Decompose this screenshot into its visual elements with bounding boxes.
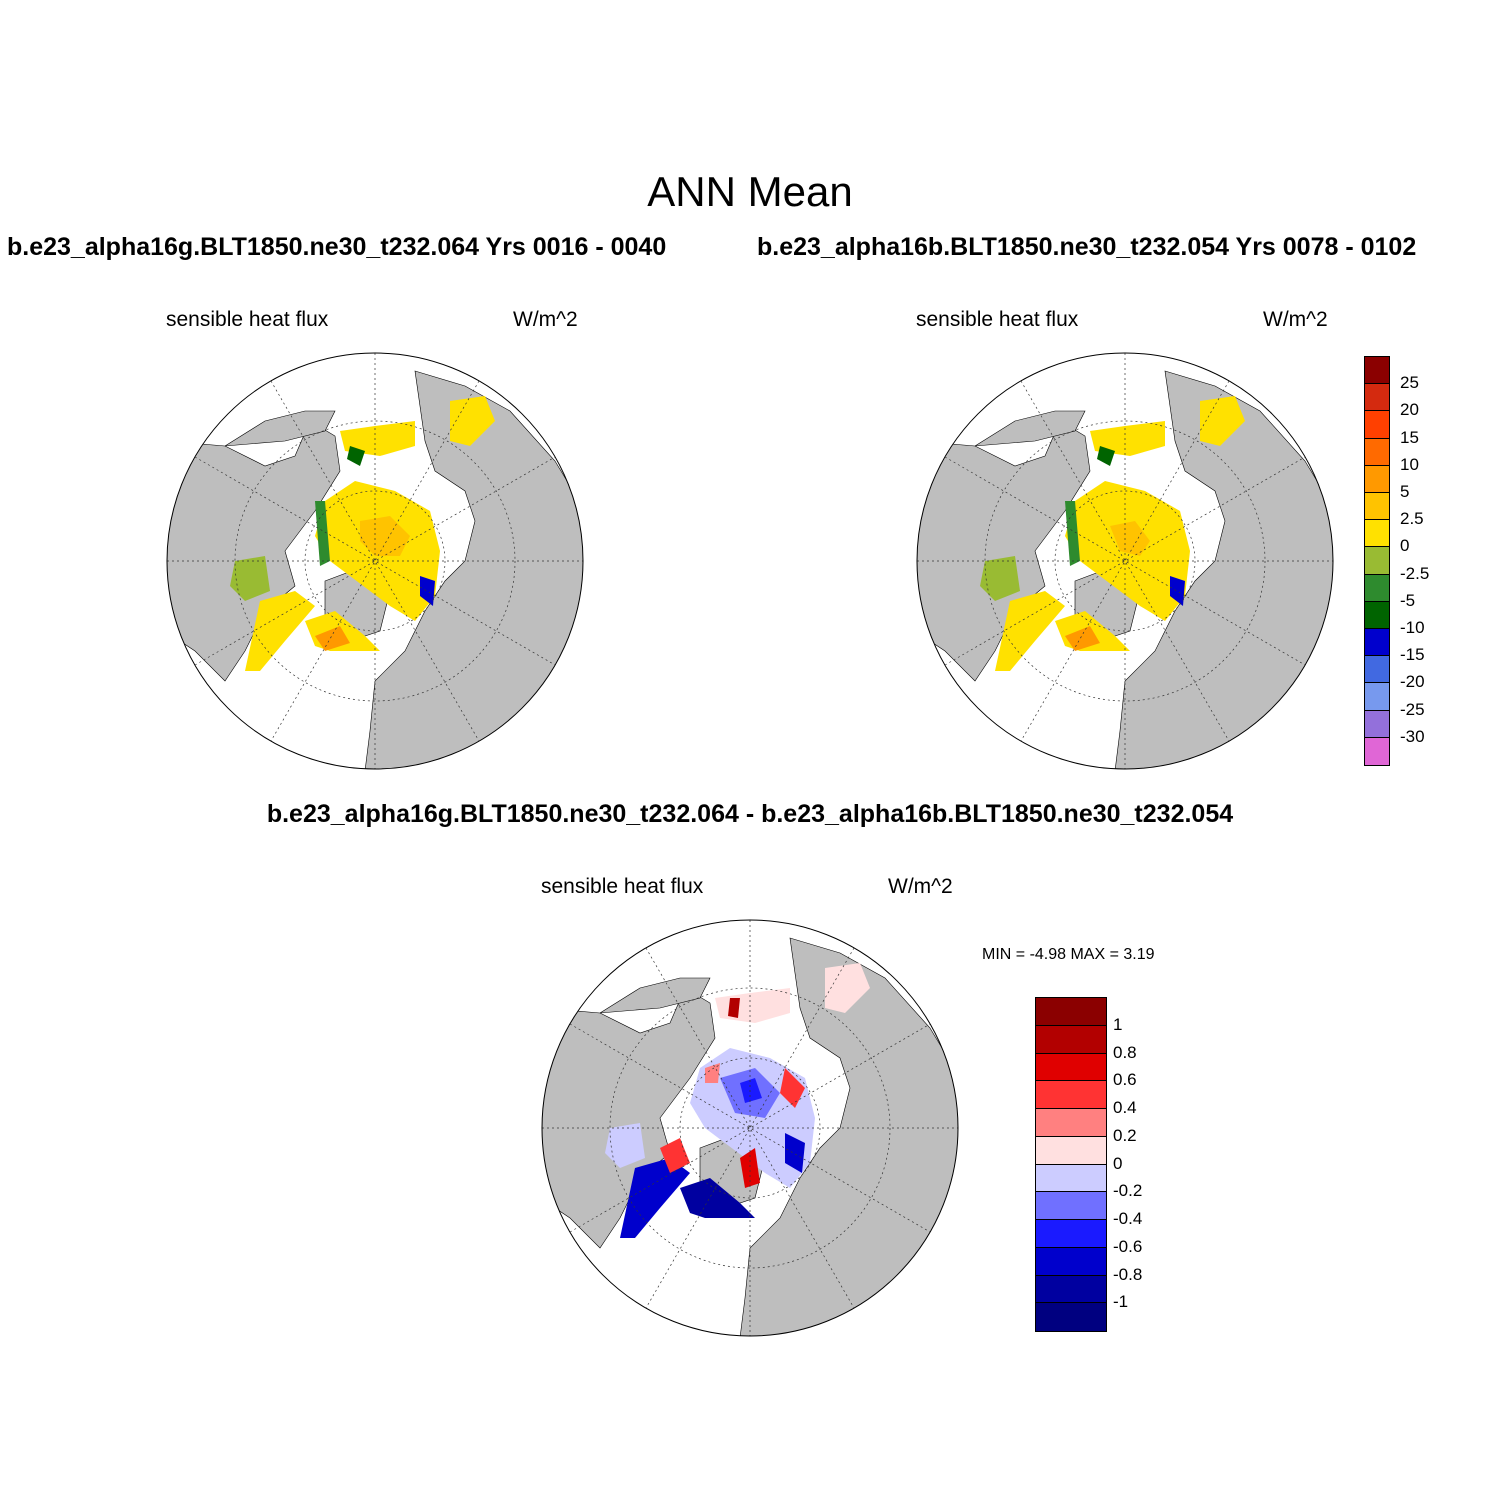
colorbar-swatch: [1035, 1274, 1107, 1305]
colorbar-tick-label: 0: [1113, 1153, 1123, 1173]
main-title: ANN Mean: [647, 168, 853, 215]
colorbar-swatch: [1364, 736, 1390, 766]
colorbar-swatch: [1364, 546, 1390, 576]
colorbar-tick-label: 25: [1400, 373, 1419, 393]
colorbar-swatch: [1364, 437, 1390, 467]
panel3-variable-label: sensible heat flux: [541, 875, 704, 898]
colorbar-swatch: [1364, 356, 1390, 386]
colorbar-tick-label: -0.6: [1113, 1236, 1143, 1256]
colorbar-tick-label: 2.5: [1400, 509, 1424, 529]
colorbar-swatch: [1364, 655, 1390, 685]
colorbar-swatch: [1035, 1024, 1107, 1055]
field-bering: [340, 421, 415, 456]
panel1-units-label: W/m^2: [513, 308, 578, 331]
colorbar-swatch: [1364, 709, 1390, 739]
panel2-variable-label: sensible heat flux: [916, 308, 1079, 331]
colorbar-tick-label: 0: [1400, 536, 1410, 556]
colorbar-swatch: [1035, 1246, 1107, 1277]
colorbar-tick-label: 0.6: [1113, 1070, 1137, 1090]
colorbar-tick-label: 15: [1400, 427, 1419, 447]
colorbar-tick-label: -0.2: [1113, 1181, 1143, 1201]
colorbar-swatch: [1035, 1302, 1107, 1332]
colorbar-tick-label: 0.4: [1113, 1098, 1137, 1117]
polar-map-difference: [541, 919, 959, 1337]
polar-map-case2: [916, 352, 1334, 770]
colorbar-swatch: [1364, 573, 1390, 603]
colorbar-swatch: [1035, 1219, 1107, 1249]
panel3-units-label: W/m^2: [888, 875, 953, 898]
field-nordic-warm: [315, 626, 350, 651]
colorbar-swatch: [1035, 997, 1107, 1027]
colorbar-tick-label: -2.5: [1400, 563, 1430, 583]
colorbar-tick-label: 20: [1400, 400, 1419, 420]
colorbar-swatch: [1035, 1108, 1107, 1138]
colorbar-tick-label: 0.2: [1113, 1125, 1137, 1145]
colorbar-tick-label: 1: [1113, 1014, 1123, 1034]
panel1-variable-label: sensible heat flux: [166, 308, 329, 331]
colorbar-tick-label: 10: [1400, 454, 1419, 474]
colorbar-swatch: [1364, 410, 1390, 440]
field-edge-darkgreen: [347, 446, 365, 466]
panel2-units-label: W/m^2: [1263, 308, 1328, 331]
field-ice-edge-green: [315, 501, 330, 566]
colorbar-swatch: [1035, 1052, 1107, 1083]
colorbar-tick-label: 5: [1400, 482, 1410, 501]
colorbar-tick-label: -0.8: [1113, 1264, 1143, 1284]
colorbar-swatch: [1035, 1191, 1107, 1221]
colorbar-tick-label: -1: [1113, 1292, 1129, 1312]
field-okhotsk: [450, 396, 495, 446]
colorbar-swatch: [1035, 1163, 1107, 1194]
colorbar-tick-label: -5: [1400, 590, 1416, 610]
colorbar-tick-label: -0.4: [1113, 1209, 1143, 1228]
land-alaska: [224, 410, 336, 447]
colorbar-swatch: [1364, 628, 1390, 658]
colorbar-tick-label: -25: [1400, 699, 1425, 719]
case1-title: b.e23_alpha16g.BLT1850.ne30_t232.064 Yrs…: [7, 233, 667, 261]
colorbar-swatch: [1364, 600, 1390, 630]
diff-title: b.e23_alpha16g.BLT1850.ne30_t232.064 - b…: [266, 800, 1234, 828]
colorbar-swatch: [1035, 1080, 1107, 1110]
colorbar-swatch: [1364, 519, 1390, 549]
colorbar-swatch: [1035, 1135, 1107, 1166]
polar-map-case1: [166, 352, 584, 770]
field-labrador: [245, 591, 315, 671]
colorbar-swatch: [1364, 383, 1390, 413]
colorbar-tick-label: -15: [1400, 645, 1425, 665]
land-greenland-canada: [167, 420, 341, 682]
colorbar-swatch: [1364, 492, 1390, 522]
case2-title: b.e23_alpha16b.BLT1850.ne30_t232.054 Yrs…: [757, 233, 1417, 261]
land-eurasia: [364, 370, 583, 769]
colorbar-tick-label: -10: [1400, 618, 1425, 637]
colorbar-swatch: [1364, 464, 1390, 494]
field-hudson: [230, 556, 270, 601]
field-central-high: [360, 516, 410, 556]
diff-min-max: MIN = -4.98 MAX = 3.19: [982, 946, 1155, 963]
colorbar-tick-label: -20: [1400, 672, 1425, 692]
colorbar-tick-label: -30: [1400, 726, 1425, 746]
colorbar-tick-label: 0.8: [1113, 1042, 1137, 1062]
field-ice-edge-blue: [420, 576, 435, 606]
colorbar-swatch: [1364, 682, 1390, 712]
